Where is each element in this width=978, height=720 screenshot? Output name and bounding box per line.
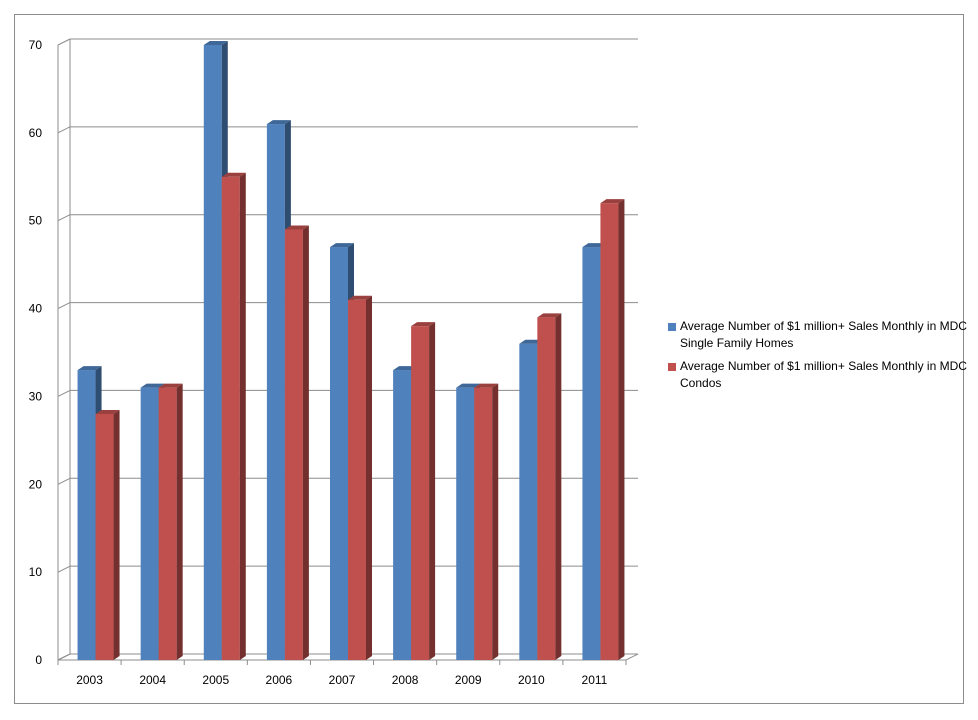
y-tick-label: 70 <box>29 38 43 52</box>
y-tick-label: 50 <box>29 214 43 228</box>
legend-label-condos: Average Number of $1 million+ Sales Mont… <box>680 359 967 390</box>
bar-top <box>140 383 165 388</box>
legend-label-single-family: Average Number of $1 million+ Sales Mont… <box>680 319 967 350</box>
x-tick-label: 2011 <box>582 673 608 687</box>
bar-side <box>113 410 120 660</box>
gridline-depth <box>57 565 71 573</box>
bar-front <box>537 317 556 660</box>
bar-side <box>239 172 246 661</box>
bar-front <box>221 176 240 661</box>
x-tick-label: 2008 <box>392 673 419 687</box>
bar-front <box>95 414 114 660</box>
bar-front <box>456 387 475 660</box>
x-tick-label: 2005 <box>202 673 229 687</box>
bar-side <box>302 225 309 660</box>
gridline-depth <box>57 389 71 397</box>
bar-side <box>366 295 372 660</box>
bar-front <box>600 203 619 660</box>
bar-front <box>284 229 303 660</box>
bar-top <box>456 383 481 388</box>
bar-front <box>330 247 348 661</box>
bar-front <box>203 45 222 660</box>
bar-front <box>158 387 177 660</box>
bar-front <box>582 247 601 661</box>
bar-front <box>393 370 412 660</box>
bar-front <box>266 124 285 661</box>
bar-condos <box>158 383 183 660</box>
legend-entry-single-family: Average Number of $1 million+ Sales Mont… <box>668 318 968 352</box>
bar-condos <box>411 322 436 660</box>
gridline-depth <box>57 302 71 310</box>
legend: Average Number of $1 million+ Sales Mont… <box>668 318 968 398</box>
gridline-depth <box>57 214 71 222</box>
x-tick-label: 2007 <box>329 673 356 687</box>
bar-top <box>203 41 228 45</box>
bar-front <box>519 343 538 660</box>
bar-front <box>77 370 96 660</box>
bar-top <box>284 225 309 230</box>
x-tick-label: 2006 <box>266 673 293 687</box>
y-tick-label: 60 <box>29 126 43 140</box>
gridline-depth <box>57 38 71 46</box>
bar-top <box>474 383 499 388</box>
legend-swatch-condos <box>668 363 676 371</box>
bar-condos <box>474 383 499 660</box>
bar-front <box>411 326 430 660</box>
bar-front <box>348 299 366 660</box>
x-tick-label: 2004 <box>139 673 166 687</box>
x-tick-label: 2010 <box>518 673 545 687</box>
gridline-depth <box>57 477 71 485</box>
gridline-depth <box>57 126 71 134</box>
bar-front <box>474 387 493 660</box>
bar-top <box>348 295 372 300</box>
bar-top <box>77 366 102 371</box>
bar-top <box>221 172 246 177</box>
legend-swatch-single-family <box>668 323 676 331</box>
bar-condos <box>600 199 625 660</box>
bar-top <box>266 120 291 125</box>
bar-side <box>176 383 183 660</box>
bar-top <box>411 322 436 327</box>
x-tick-label: 2009 <box>455 673 482 687</box>
y-tick-label: 20 <box>29 477 43 491</box>
bar-front <box>140 387 159 660</box>
bar-top <box>537 313 562 318</box>
bar-side <box>555 313 562 660</box>
y-tick-label: 40 <box>29 302 43 316</box>
bar-condos <box>95 410 120 660</box>
bar-condos <box>537 313 562 660</box>
y-tick-label: 10 <box>29 565 43 579</box>
bar-condos <box>221 172 246 661</box>
x-tick-label: 2003 <box>76 673 103 687</box>
bars <box>77 41 625 661</box>
bar-side <box>429 322 436 660</box>
legend-entry-condos: Average Number of $1 million+ Sales Mont… <box>668 358 968 392</box>
bar-condos <box>284 225 309 660</box>
bar-top <box>330 243 354 248</box>
y-tick-label: 0 <box>35 653 42 667</box>
bar-side <box>618 199 625 660</box>
bar-top <box>95 410 120 414</box>
bar-condos <box>348 295 372 660</box>
y-tick-label: 30 <box>29 389 43 403</box>
bar-top <box>600 199 625 204</box>
bar-top <box>158 383 183 388</box>
bar-side <box>492 383 499 660</box>
